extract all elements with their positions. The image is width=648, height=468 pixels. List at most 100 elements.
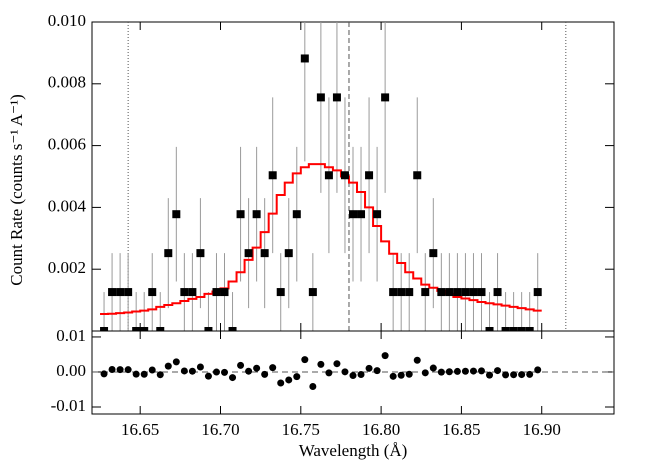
residual-point [381,352,389,360]
residual-point [373,367,381,375]
data-point [316,93,325,102]
data-point [212,288,221,297]
data-point [228,327,237,331]
y-axis-label: Count Rate (counts s⁻¹ A⁻¹) [7,94,26,286]
data-point [204,327,213,331]
data-point [324,171,333,180]
residual-point [301,356,309,364]
data-point [357,210,366,219]
residual-point [148,366,156,374]
residual-point [277,379,285,387]
residual-point [534,366,542,374]
data-point [445,288,454,297]
y-tick-label: -0.01 [51,396,86,415]
residual-point [188,367,196,375]
residual-point [333,360,341,368]
data-point [252,210,261,219]
residual-point [196,363,204,371]
residual-point [510,371,518,379]
y-tick-label: 0.002 [48,258,86,277]
residual-point [309,382,317,390]
data-point [349,210,357,219]
data-point [533,288,542,297]
residual-point [518,371,526,379]
data-point [405,288,414,297]
data-point [389,288,398,297]
residual-point [140,370,148,378]
data-point [148,288,157,297]
residual-point [357,370,365,378]
data-point [300,54,309,63]
y-tick-label: 0.00 [56,361,86,380]
x-tick-label: 16.75 [282,420,320,439]
residual-point [229,374,237,382]
residual-point [413,356,421,364]
data-point [180,288,189,297]
residual-point [253,364,261,372]
y-tick-label: 0.004 [48,196,87,215]
residual-point [349,372,357,380]
residual-point [116,366,124,374]
data-point [284,249,293,258]
residual-point [269,364,277,372]
residual-point [108,366,116,374]
data-point [172,210,181,219]
residual-point [204,372,212,380]
residual-point [180,367,188,375]
y-tick-label: 0.008 [48,73,86,92]
plot-area [100,22,567,331]
data-point [485,327,494,331]
residual-point [429,364,437,372]
residual-point [461,367,469,375]
residual-point [212,368,220,376]
residual-point [502,371,510,379]
data-point [100,327,109,331]
residual-point [317,360,325,368]
y-tick-label: 0.006 [48,135,86,154]
data-point [461,288,470,297]
data-point [124,288,133,297]
data-point [469,288,478,297]
data-point [365,171,374,180]
x-tick-label: 16.65 [121,420,159,439]
data-point [501,327,510,331]
residual-point [469,367,477,375]
data-point [525,327,534,331]
data-point [292,210,301,219]
residual-point [526,370,534,378]
data-point [493,288,502,297]
residual-point [453,367,461,375]
residual-point [421,369,429,377]
data-point [373,210,382,219]
residual-point [365,364,373,372]
data-point [188,288,197,297]
data-point [413,171,422,180]
data-point [236,210,245,219]
x-tick-label: 16.70 [201,420,239,439]
data-point [116,288,125,297]
residual-point [397,371,405,379]
residual-point [341,368,349,376]
x-tick-label: 16.85 [442,420,480,439]
residual-point [325,369,333,377]
residual-point [237,361,245,369]
data-point [132,327,141,331]
residual-point [486,371,494,379]
residual-point [285,376,293,384]
residual-point [221,368,229,376]
data-point [108,288,117,297]
data-point [196,249,205,258]
data-point [220,288,229,297]
residual-point [437,368,445,376]
data-point [477,288,486,297]
residual-point [156,371,164,379]
plot-frame [91,330,615,415]
data-point [381,93,390,102]
data-point [453,288,462,297]
data-point [437,288,446,297]
data-point [164,249,173,258]
data-point [509,327,518,331]
data-point [140,327,149,331]
data-point [517,327,526,331]
